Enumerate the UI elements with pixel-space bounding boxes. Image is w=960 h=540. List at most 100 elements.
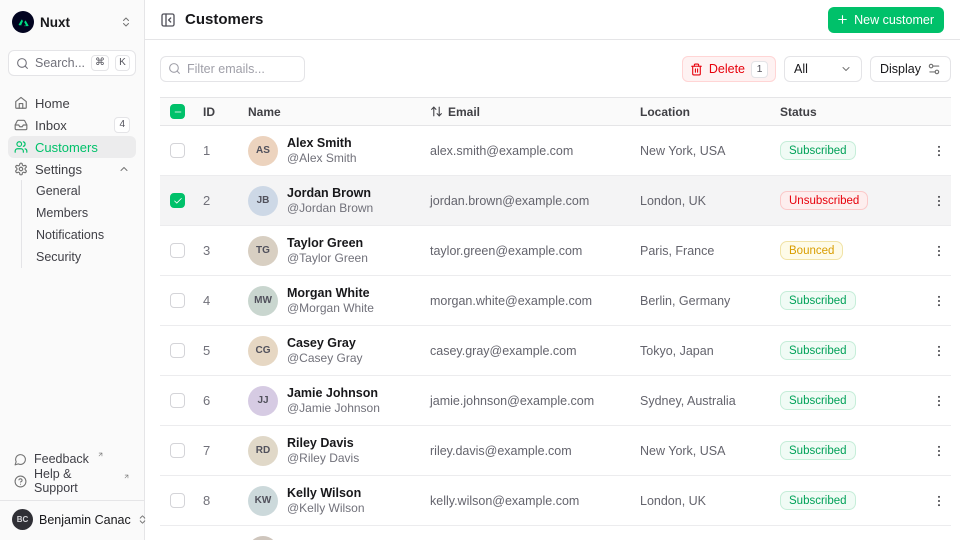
customer-location: Sydney, Australia — [640, 375, 780, 426]
customer-email: kelly.wilson@example.com — [430, 475, 640, 526]
sidebar-item-general[interactable]: General — [36, 184, 81, 198]
collapse-sidebar-icon[interactable] — [160, 12, 176, 28]
workspace-switcher[interactable]: Nuxt — [8, 10, 136, 34]
customer-name: Jordan Brown — [287, 185, 372, 200]
avatar — [248, 535, 278, 540]
message-circle-icon — [14, 453, 27, 466]
sidebar-item-label: Customers — [35, 139, 98, 155]
trash-icon — [690, 63, 703, 76]
row-checkbox[interactable] — [170, 193, 185, 208]
kbd-cmd: ⌘ — [91, 55, 109, 71]
sidebar-item-label: Home — [35, 95, 70, 111]
filter-emails-input[interactable] — [160, 56, 305, 82]
new-customer-button[interactable]: New customer — [828, 6, 944, 33]
external-link-icon — [123, 473, 130, 480]
customer-name: Jamie Johnson — [287, 385, 378, 400]
inbox-count-badge: 4 — [114, 117, 130, 133]
nuxt-logo-icon — [12, 11, 34, 33]
help-support-link[interactable]: Help & Support — [8, 467, 136, 495]
main-content: Customers New customer Delete 1 All Disp… — [145, 0, 960, 540]
row-checkbox[interactable] — [170, 393, 185, 408]
row-actions-button[interactable] — [928, 188, 950, 214]
row-checkbox[interactable] — [170, 143, 185, 158]
table-row: 3 TG Taylor Green @Taylor Green taylor.gr… — [160, 225, 951, 276]
external-link-icon — [97, 451, 104, 458]
sidebar-item-inbox[interactable]: Inbox 4 — [8, 114, 136, 136]
row-checkbox[interactable] — [170, 293, 185, 308]
avatar: RD — [248, 435, 278, 466]
avatar: AS — [248, 135, 278, 166]
status-badge: Subscribed — [780, 291, 856, 310]
search-input[interactable]: Search... ⌘ K — [8, 50, 136, 76]
table-row: 5 CG Casey Gray @Casey Gray casey.gray@ex… — [160, 325, 951, 376]
user-menu[interactable]: BC Benjamin Canac — [0, 500, 145, 532]
row-checkbox[interactable] — [170, 493, 185, 508]
sidebar-item-customers[interactable]: Customers — [8, 136, 136, 158]
home-icon — [14, 96, 28, 110]
workspace-name: Nuxt — [40, 14, 70, 30]
row-actions-button[interactable] — [928, 238, 950, 264]
row-id — [196, 525, 248, 540]
sidebar-item-security[interactable]: Security — [36, 250, 82, 264]
sidebar-item-settings[interactable]: Settings — [8, 158, 136, 180]
sidebar-item-notifications[interactable]: Notifications — [36, 228, 105, 242]
column-header-name: Name — [248, 97, 430, 126]
customer-handle: @Morgan White — [287, 300, 374, 315]
column-header-email[interactable]: Email — [430, 97, 640, 126]
row-id: 7 — [196, 425, 248, 476]
avatar: JB — [248, 185, 278, 216]
row-actions-button[interactable] — [928, 488, 950, 514]
row-id: 5 — [196, 325, 248, 376]
plus-icon — [836, 13, 849, 26]
table-toolbar: Delete 1 All Display — [145, 40, 960, 97]
sidebar: Nuxt Search... ⌘ K Home Inbox 4 Customer… — [0, 0, 145, 540]
page-header: Customers New customer — [145, 0, 960, 40]
chevron-down-icon — [840, 63, 852, 75]
customer-handle: @Kelly Wilson — [287, 500, 365, 515]
row-checkbox[interactable] — [170, 343, 185, 358]
row-actions-button[interactable] — [928, 438, 950, 464]
status-badge: Bounced — [780, 241, 844, 260]
settings-subnav: General Members Notifications Security — [21, 180, 136, 268]
delete-button[interactable]: Delete 1 — [681, 56, 776, 82]
table-body: 1 AS Alex Smith @Alex Smith alex.smith@ex… — [160, 125, 951, 540]
sidebar-item-home[interactable]: Home — [8, 92, 136, 114]
avatar: CG — [248, 335, 278, 366]
column-header-id: ID — [196, 97, 248, 126]
row-actions-button[interactable] — [928, 338, 950, 364]
user-name: Benjamin Canac — [39, 512, 131, 527]
status-filter-select[interactable]: All — [784, 56, 862, 82]
gear-icon — [14, 162, 28, 176]
row-actions-button[interactable] — [928, 288, 950, 314]
row-checkbox[interactable] — [170, 443, 185, 458]
users-icon — [14, 140, 28, 154]
row-checkbox[interactable] — [170, 243, 185, 258]
customer-handle: @Jordan Brown — [287, 200, 374, 215]
display-button[interactable]: Display — [870, 56, 951, 82]
select-all-checkbox[interactable] — [170, 104, 185, 119]
feedback-link[interactable]: Feedback — [8, 448, 136, 470]
table-row: 7 RD Riley Davis @Riley Davis riley.davis… — [160, 425, 951, 476]
column-header-location: Location — [640, 97, 780, 126]
status-badge: Subscribed — [780, 341, 856, 360]
customer-email: jordan.brown@example.com — [430, 175, 640, 226]
customer-email: morgan.white@example.com — [430, 275, 640, 326]
customer-email: alex.smith@example.com — [430, 125, 640, 176]
table-row: 4 MW Morgan White @Morgan White morgan.wh… — [160, 275, 951, 326]
search-icon — [16, 57, 29, 70]
table-row: 8 KW Kelly Wilson @Kelly Wilson kelly.wil… — [160, 475, 951, 526]
customer-handle: @Taylor Green — [287, 250, 368, 265]
avatar: JJ — [248, 385, 278, 416]
kbd-k: K — [115, 55, 130, 71]
row-id: 2 — [196, 175, 248, 226]
sidebar-item-members[interactable]: Members — [36, 206, 89, 220]
column-header-status: Status — [780, 97, 928, 126]
table-row: 1 AS Alex Smith @Alex Smith alex.smith@ex… — [160, 125, 951, 176]
row-actions-button[interactable] — [928, 138, 950, 164]
table-header-row: ID Name Email Location Status — [160, 97, 951, 126]
customer-location — [640, 525, 780, 540]
customer-name: Taylor Green — [287, 235, 364, 250]
sidebar-spacer — [8, 268, 136, 448]
row-actions-button[interactable] — [928, 388, 950, 414]
status-badge: Subscribed — [780, 491, 856, 510]
